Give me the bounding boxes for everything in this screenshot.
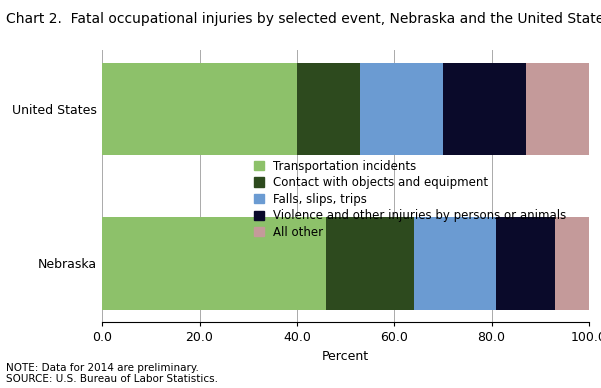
Bar (496, 217, 555, 310)
Bar (102, 217, 326, 310)
Bar (326, 217, 413, 310)
Text: NOTE: Data for 2014 are preliminary.
SOURCE: U.S. Bureau of Labor Statistics.: NOTE: Data for 2014 are preliminary. SOU… (6, 362, 218, 384)
X-axis label: Percent: Percent (322, 350, 369, 363)
Bar (102, 63, 297, 155)
Text: Chart 2.  Fatal occupational injuries by selected event, Nebraska and the United: Chart 2. Fatal occupational injuries by … (6, 12, 601, 26)
Bar (413, 217, 496, 310)
Bar (360, 63, 443, 155)
Bar (555, 217, 589, 310)
Bar (526, 63, 589, 155)
Bar (297, 63, 360, 155)
Legend: Transportation incidents, Contact with objects and equipment, Falls, slips, trip: Transportation incidents, Contact with o… (254, 159, 566, 239)
Bar (443, 63, 526, 155)
